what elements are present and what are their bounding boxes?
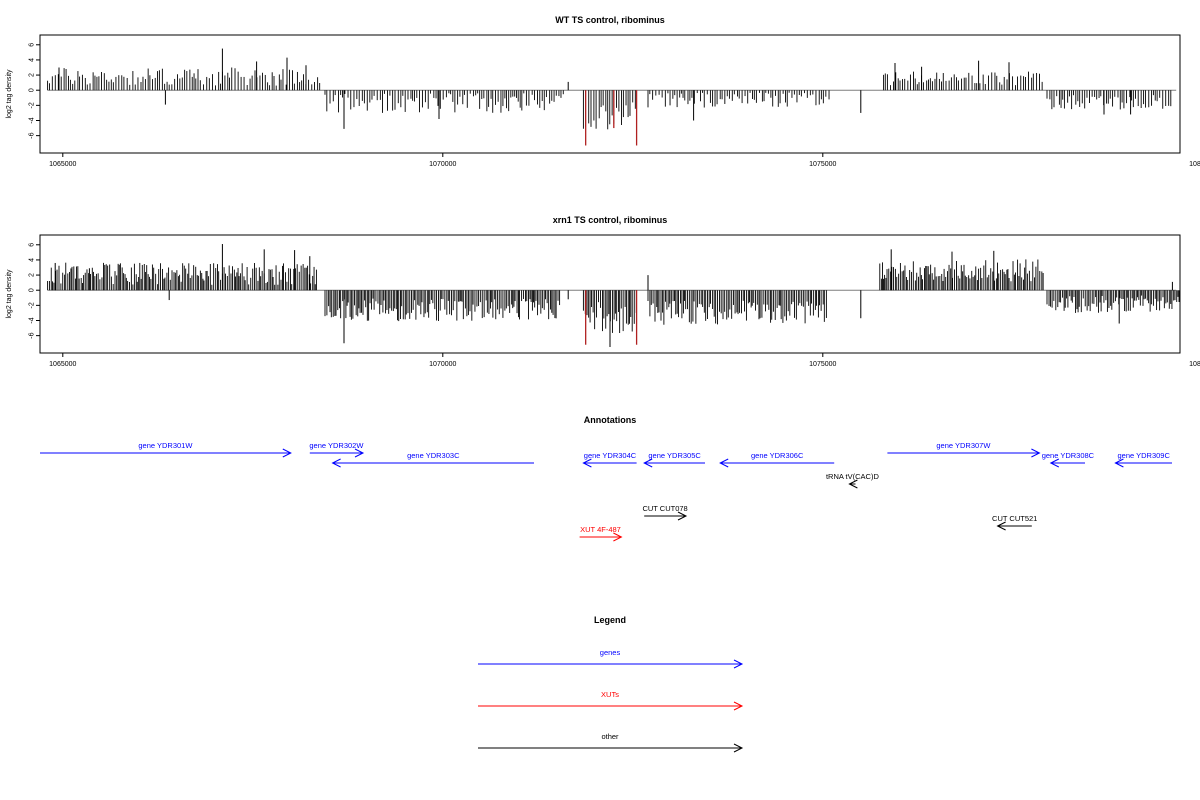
feature-label: gene YDR308C — [1042, 451, 1095, 460]
feature-arrowhead — [1049, 458, 1060, 468]
xrn1-y-axis: 6 4 2 0 -2 -4 -6 — [29, 243, 40, 339]
legend-item-arrowhead — [733, 701, 744, 711]
feature-arrowhead — [613, 532, 623, 542]
annotation-feature: CUT CUT078 — [642, 504, 688, 521]
y-tick-label: 0 — [29, 288, 36, 292]
y-tick-label: -6 — [29, 132, 36, 138]
x-tick-label: 1080000 — [1189, 161, 1200, 168]
x-tick-label: 1075000 — [809, 361, 836, 368]
legend-item: other — [478, 732, 744, 753]
y-tick-label: 2 — [29, 73, 36, 77]
y-tick-label: -2 — [29, 302, 36, 308]
x-tick-label: 1070000 — [429, 361, 456, 368]
feature-label: gene YDR301W — [138, 441, 193, 450]
wt-panel-title: WT TS control, ribominus — [555, 15, 665, 25]
feature-label: gene YDR302W — [309, 441, 364, 450]
y-tick-label: -4 — [29, 317, 36, 323]
feature-arrowhead — [719, 458, 729, 468]
y-tick-label: 4 — [29, 58, 36, 62]
legend: Legend genes XUTs other — [478, 615, 744, 753]
y-tick-label: 6 — [29, 243, 36, 247]
xrn1-x-axis: 1065000 1070000 1075000 1080000 — [49, 353, 1200, 368]
feature-label: CUT CUT078 — [642, 504, 687, 513]
feature-label: gene YDR307W — [936, 441, 991, 450]
xrn1-plot-frame — [39, 234, 1181, 354]
wt-y-axis-label: log2 tag density — [6, 69, 13, 119]
legend-item-label: genes — [600, 648, 621, 657]
y-tick-label: 6 — [29, 43, 36, 47]
wt-density-panel: WT TS control, ribominus log2 tag densit… — [6, 15, 1200, 168]
wt-y-axis: 6 4 2 0 -2 -4 -6 — [29, 43, 40, 139]
xrn1-panel-title: xrn1 TS control, ribominus — [553, 215, 668, 225]
legend-item-label: XUTs — [601, 690, 619, 699]
feature-arrowhead — [677, 511, 688, 521]
feature-arrowhead — [331, 458, 341, 468]
feature-label: gene YDR306C — [751, 451, 804, 460]
feature-arrowhead — [848, 479, 858, 489]
y-tick-label: 2 — [29, 273, 36, 277]
feature-arrowhead — [282, 448, 292, 458]
feature-arrowhead — [643, 458, 653, 468]
legend-item: XUTs — [478, 690, 744, 711]
x-tick-label: 1080000 — [1189, 361, 1200, 368]
annotation-feature: gene YDR309C — [1114, 451, 1172, 468]
wt-plot-frame — [39, 34, 1181, 154]
legend-item-arrowhead — [733, 743, 744, 753]
xrn1-y-axis-label: log2 tag density — [6, 269, 13, 319]
feature-label: gene YDR305C — [648, 451, 701, 460]
x-tick-label: 1070000 — [429, 161, 456, 168]
annotations-track: Annotations gene YDR301W gene YDR302Wgene… — [40, 415, 1172, 542]
annotation-feature: gene YDR301W — [40, 441, 292, 458]
annotation-feature: gene YDR305C — [643, 451, 705, 468]
y-tick-label: 4 — [29, 258, 36, 262]
annotation-feature: gene YDR303C — [331, 451, 534, 468]
annotation-feature: tRNA tV(CAC)D — [826, 472, 880, 489]
feature-label: gene YDR309C — [1117, 451, 1170, 460]
xrn1-density-panel: xrn1 TS control, ribominus log2 tag dens… — [6, 215, 1200, 368]
wt-bars — [47, 48, 1177, 146]
annotation-feature: gene YDR308C — [1042, 451, 1095, 468]
feature-label: XUT 4F-487 — [580, 525, 621, 534]
x-tick-label: 1075000 — [809, 161, 836, 168]
feature-label: tRNA tV(CAC)D — [826, 472, 880, 481]
annotation-feature: XUT 4F-487 — [579, 525, 623, 542]
feature-arrowhead — [996, 521, 1006, 531]
annotation-feature: gene YDR302W — [309, 441, 365, 458]
y-tick-label: -4 — [29, 117, 36, 123]
feature-label: CUT CUT521 — [992, 514, 1037, 523]
feature-arrowhead — [582, 458, 592, 468]
annotation-feature: gene YDR304C — [582, 451, 637, 468]
feature-label: gene YDR303C — [407, 451, 460, 460]
annotations-title: Annotations — [584, 415, 637, 425]
annotation-features: gene YDR301W gene YDR302W gene YDR303C gene… — [40, 441, 1172, 542]
legend-items: genes XUTs other — [478, 648, 744, 753]
legend-item-label: other — [601, 732, 619, 741]
legend-item-arrowhead — [733, 659, 744, 669]
annotation-feature: CUT CUT521 — [992, 514, 1037, 531]
legend-item: genes — [478, 648, 744, 669]
y-tick-label: -6 — [29, 332, 36, 338]
feature-arrowhead — [354, 448, 365, 458]
annotation-feature: gene YDR306C — [719, 451, 835, 468]
y-tick-label: 0 — [29, 88, 36, 92]
wt-x-axis: 1065000 1070000 1075000 1080000 — [49, 153, 1200, 168]
legend-title: Legend — [594, 615, 626, 625]
x-tick-label: 1065000 — [49, 361, 76, 368]
y-tick-label: -2 — [29, 102, 36, 108]
feature-arrowhead — [1031, 448, 1041, 458]
annotation-feature: gene YDR307W — [887, 441, 1041, 458]
xrn1-bars — [47, 244, 1180, 347]
feature-label: gene YDR304C — [584, 451, 637, 460]
feature-arrowhead — [1114, 458, 1124, 468]
x-tick-label: 1065000 — [49, 161, 76, 168]
